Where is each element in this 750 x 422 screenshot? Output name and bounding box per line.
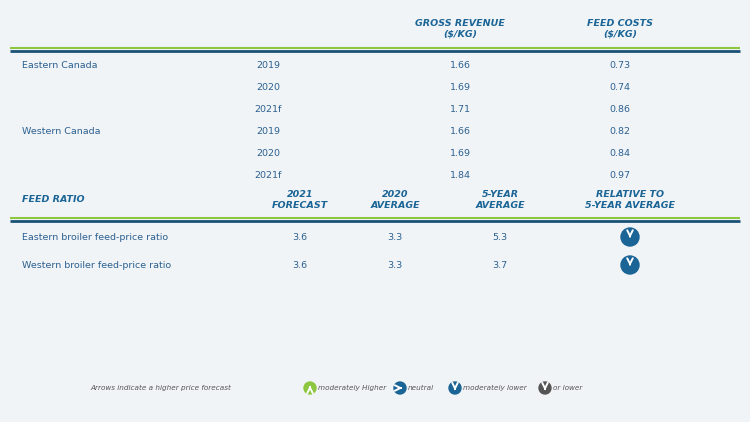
Text: 2021
FORECAST: 2021 FORECAST xyxy=(272,190,328,210)
Text: 1.66: 1.66 xyxy=(449,62,470,70)
Text: Western broiler feed-price ratio: Western broiler feed-price ratio xyxy=(22,260,171,270)
Text: 1.69: 1.69 xyxy=(449,84,470,92)
Text: 2019: 2019 xyxy=(256,62,280,70)
Text: 5-YEAR
AVERAGE: 5-YEAR AVERAGE xyxy=(476,190,525,210)
Text: Arrows indicate a higher price forecast: Arrows indicate a higher price forecast xyxy=(90,385,231,391)
Text: FEED COSTS
($/KG): FEED COSTS ($/KG) xyxy=(587,19,653,39)
Text: 1.69: 1.69 xyxy=(449,149,470,159)
Text: 0.73: 0.73 xyxy=(610,62,631,70)
Circle shape xyxy=(621,228,639,246)
Text: 1.66: 1.66 xyxy=(449,127,470,136)
Circle shape xyxy=(539,382,551,394)
Text: 3.6: 3.6 xyxy=(292,260,308,270)
Text: 0.97: 0.97 xyxy=(610,171,631,181)
Text: 0.82: 0.82 xyxy=(610,127,631,136)
Text: moderately Higher: moderately Higher xyxy=(318,385,386,391)
Text: Eastern Canada: Eastern Canada xyxy=(22,62,98,70)
Text: 0.86: 0.86 xyxy=(610,106,631,114)
Text: neutral: neutral xyxy=(408,385,434,391)
Circle shape xyxy=(621,256,639,274)
Text: 1.71: 1.71 xyxy=(449,106,470,114)
Text: GROSS REVENUE
($/KG): GROSS REVENUE ($/KG) xyxy=(415,19,505,39)
Text: 2021f: 2021f xyxy=(254,171,282,181)
Text: 2019: 2019 xyxy=(256,127,280,136)
Circle shape xyxy=(304,382,316,394)
Text: 3.7: 3.7 xyxy=(493,260,508,270)
Text: 2020
AVERAGE: 2020 AVERAGE xyxy=(370,190,420,210)
Text: 0.74: 0.74 xyxy=(610,84,631,92)
Text: 3.3: 3.3 xyxy=(387,260,403,270)
Text: Western Canada: Western Canada xyxy=(22,127,101,136)
Text: 2021f: 2021f xyxy=(254,106,282,114)
Text: 1.84: 1.84 xyxy=(449,171,470,181)
Text: RELATIVE TO
5-YEAR AVERAGE: RELATIVE TO 5-YEAR AVERAGE xyxy=(585,190,675,210)
Text: 2020: 2020 xyxy=(256,149,280,159)
Text: 0.84: 0.84 xyxy=(610,149,631,159)
Text: moderately lower: moderately lower xyxy=(463,385,526,391)
Text: or lower: or lower xyxy=(553,385,582,391)
Text: 2020: 2020 xyxy=(256,84,280,92)
Circle shape xyxy=(449,382,461,394)
Text: FEED RATIO: FEED RATIO xyxy=(22,195,85,205)
Text: 3.3: 3.3 xyxy=(387,233,403,241)
Text: Eastern broiler feed-price ratio: Eastern broiler feed-price ratio xyxy=(22,233,168,241)
Circle shape xyxy=(394,382,406,394)
Text: 3.6: 3.6 xyxy=(292,233,308,241)
Text: 5.3: 5.3 xyxy=(493,233,508,241)
